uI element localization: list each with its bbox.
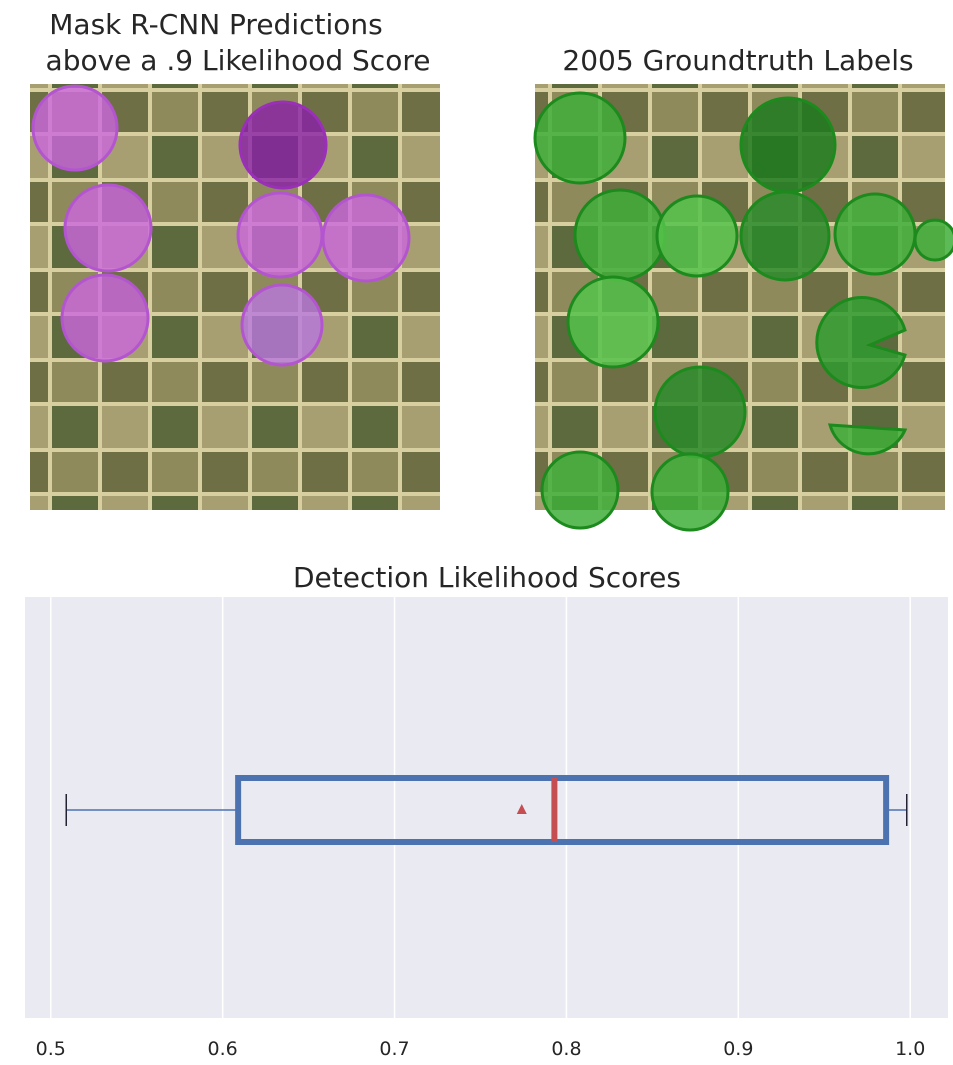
panel-title: Mask R-CNN Predictions [49,8,382,41]
panel-title: 2005 Groundtruth Labels [562,44,913,77]
x-tick-label: 0.7 [379,1038,409,1060]
satellite-image [535,84,953,530]
chart-title: Detection Likelihood Scores [293,561,681,594]
x-tick-label: 0.5 [36,1038,66,1060]
figure: Mask R-CNN Predictions above a .9 Likeli… [0,0,953,1061]
panel-title: above a .9 Likelihood Score [46,44,431,77]
x-tick-label: 1.0 [895,1038,925,1060]
body: Mask R-CNN Predictions above a .9 Likeli… [0,0,953,1061]
page: {"chart_data": [ {"type": "image", "titl… [0,0,953,1061]
x-tick-label: 0.9 [723,1038,753,1060]
satellite-image [30,84,440,510]
x-tick-label: 0.8 [551,1038,581,1060]
x-tick-label: 0.6 [208,1038,238,1060]
plot-area [25,597,948,1018]
